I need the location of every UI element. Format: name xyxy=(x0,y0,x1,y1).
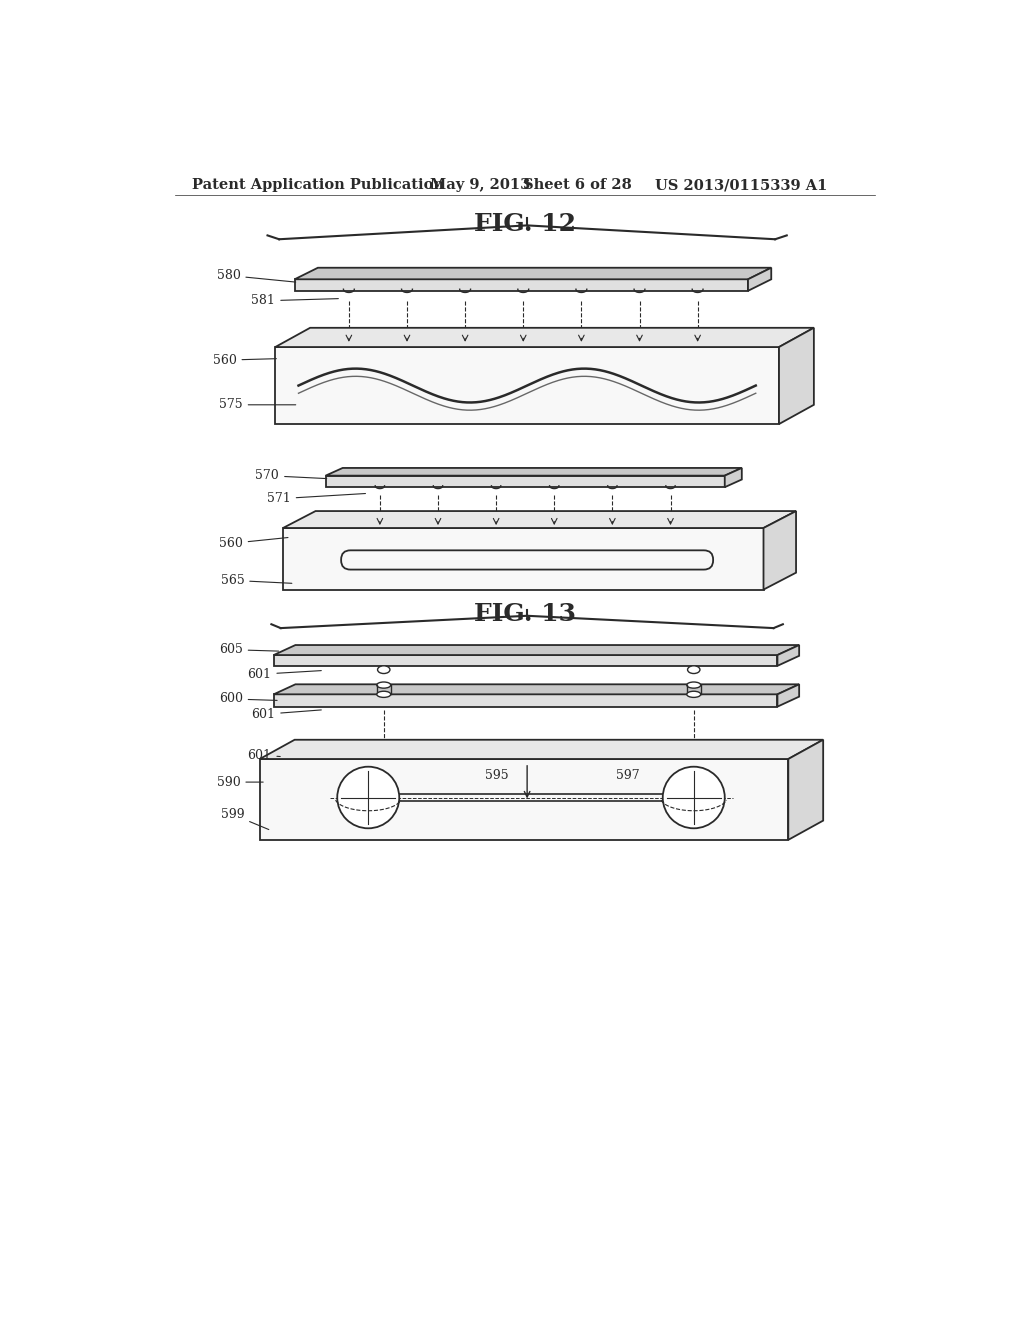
Polygon shape xyxy=(748,268,771,290)
Text: 595: 595 xyxy=(484,770,508,783)
Polygon shape xyxy=(275,347,779,424)
Ellipse shape xyxy=(687,682,700,688)
Text: 570: 570 xyxy=(255,469,327,482)
Polygon shape xyxy=(273,684,799,694)
Text: 560: 560 xyxy=(219,537,288,550)
Text: 600: 600 xyxy=(219,693,278,705)
Polygon shape xyxy=(777,684,799,706)
Text: 601: 601 xyxy=(248,668,322,681)
Text: Sheet 6 of 28: Sheet 6 of 28 xyxy=(523,178,632,193)
Text: 580: 580 xyxy=(216,269,296,282)
Polygon shape xyxy=(260,739,823,759)
Polygon shape xyxy=(764,511,796,590)
Text: Patent Application Publication: Patent Application Publication xyxy=(193,178,444,193)
Text: 601: 601 xyxy=(248,748,281,762)
Polygon shape xyxy=(295,280,748,290)
Text: 565: 565 xyxy=(220,574,292,587)
Polygon shape xyxy=(779,327,814,424)
Polygon shape xyxy=(725,469,741,487)
Ellipse shape xyxy=(687,665,700,673)
Polygon shape xyxy=(788,739,823,840)
Polygon shape xyxy=(275,327,814,347)
Polygon shape xyxy=(777,645,799,665)
Text: 605: 605 xyxy=(219,643,279,656)
Circle shape xyxy=(337,767,399,829)
Text: 601: 601 xyxy=(251,708,322,721)
Ellipse shape xyxy=(377,682,391,688)
Text: 597: 597 xyxy=(616,770,640,783)
Polygon shape xyxy=(283,528,764,590)
Ellipse shape xyxy=(687,692,700,697)
Polygon shape xyxy=(273,655,777,665)
Text: FIG. 13: FIG. 13 xyxy=(474,602,575,626)
Text: 575: 575 xyxy=(219,399,296,412)
Text: 599: 599 xyxy=(220,808,269,829)
Text: US 2013/0115339 A1: US 2013/0115339 A1 xyxy=(655,178,827,193)
Text: May 9, 2013: May 9, 2013 xyxy=(430,178,530,193)
Ellipse shape xyxy=(378,665,390,673)
Polygon shape xyxy=(260,759,788,840)
Text: FIG. 12: FIG. 12 xyxy=(474,211,575,236)
Polygon shape xyxy=(273,694,777,706)
Polygon shape xyxy=(273,645,799,655)
Text: 590: 590 xyxy=(217,776,263,788)
Polygon shape xyxy=(326,469,741,475)
Text: 560: 560 xyxy=(213,354,276,367)
Circle shape xyxy=(663,767,725,829)
Text: 571: 571 xyxy=(267,492,366,506)
Polygon shape xyxy=(283,511,796,528)
Text: 581: 581 xyxy=(251,294,338,308)
Ellipse shape xyxy=(377,692,391,697)
Polygon shape xyxy=(295,268,771,280)
Polygon shape xyxy=(326,475,725,487)
